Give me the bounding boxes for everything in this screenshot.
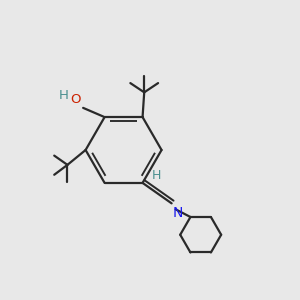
Text: N: N <box>173 206 183 220</box>
Text: H: H <box>58 89 68 102</box>
Text: O: O <box>70 93 80 106</box>
Text: H: H <box>152 169 161 182</box>
